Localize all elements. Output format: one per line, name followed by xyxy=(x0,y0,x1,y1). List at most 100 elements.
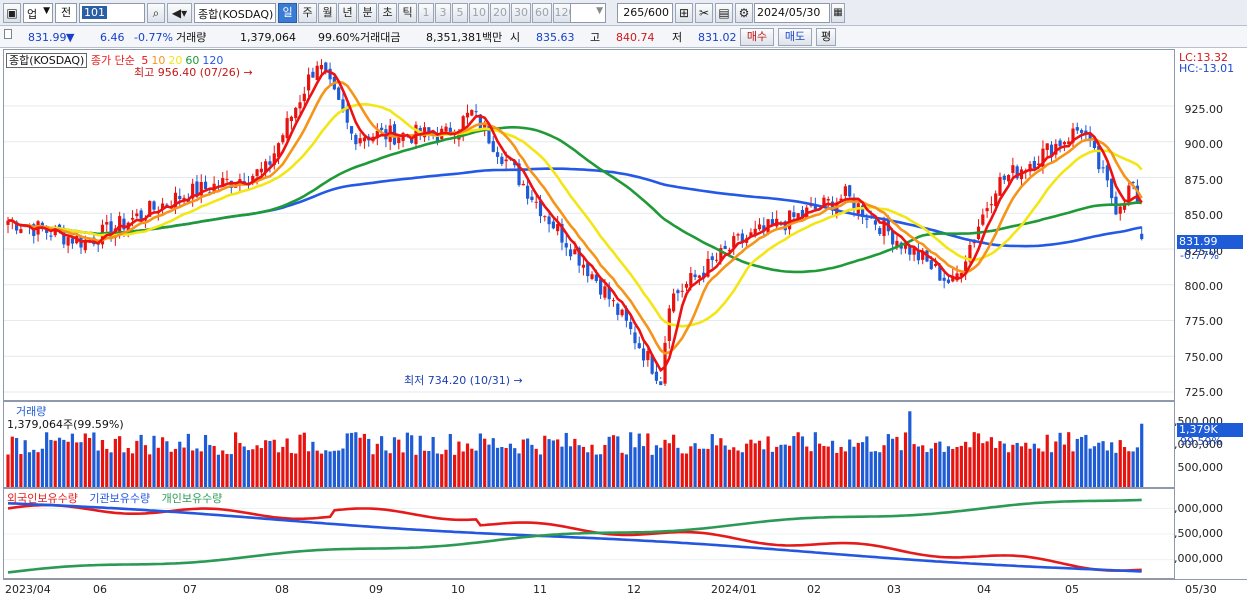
candle-body-213 xyxy=(921,251,925,260)
period-button-2[interactable]: 월 xyxy=(318,3,337,23)
volume-pane[interactable]: 거래량 1,379,064주(99.59%) xyxy=(3,401,1175,488)
volume-bar-213 xyxy=(921,445,925,487)
period-button-5[interactable]: 초 xyxy=(378,3,397,23)
candle-body-227 xyxy=(981,214,985,225)
interval-button-5[interactable]: 5 xyxy=(452,3,468,23)
volume-bar-23 xyxy=(105,448,109,487)
volume-bar-99 xyxy=(431,436,435,487)
period-button-4[interactable]: 분 xyxy=(358,3,377,23)
prev-select[interactable]: 전 xyxy=(55,3,77,23)
volume-bar-70 xyxy=(307,451,311,487)
candle-body-264 xyxy=(1140,233,1144,240)
candle-body-176 xyxy=(762,225,766,230)
eval-button[interactable]: 평 xyxy=(816,28,836,46)
buy-button[interactable]: 매수 xyxy=(740,28,774,46)
interval-select[interactable]: ▼ xyxy=(570,3,606,23)
ma-line-ma20 xyxy=(7,102,1143,328)
candle-body-197 xyxy=(852,200,856,211)
candle-body-113 xyxy=(491,141,495,152)
x-label-6: 11 xyxy=(533,583,547,596)
candle-body-218 xyxy=(942,277,946,281)
volume-bar-102 xyxy=(444,449,448,487)
volume-bar-254 xyxy=(1097,442,1101,487)
candle-body-116 xyxy=(504,159,508,162)
candle-body-239 xyxy=(1032,160,1036,169)
candle-body-248 xyxy=(1071,128,1075,143)
price-change: 6.46 xyxy=(100,31,125,44)
volume-bar-255 xyxy=(1101,441,1105,487)
holdings-legend: 외국인보유수량 기관보유수량 개인보유수량 xyxy=(7,490,222,506)
volume-bar-97 xyxy=(422,450,427,487)
scissors-icon[interactable]: ✂ xyxy=(695,3,713,23)
calendar-icon[interactable]: ▦ xyxy=(831,3,845,23)
candle-body-128 xyxy=(556,223,560,232)
volume-bar-110 xyxy=(478,433,482,487)
candle-body-223 xyxy=(964,261,968,275)
volume-bar-247 xyxy=(1067,432,1071,487)
period-button-6[interactable]: 틱 xyxy=(398,3,417,23)
interval-button-60[interactable]: 60 xyxy=(532,3,552,23)
period-button-0[interactable]: 일 xyxy=(278,3,297,23)
price-chart-pane[interactable]: 종합(KOSDAQ) 종가 단순 5 10 20 60 120 최고 956.40 (0… xyxy=(3,49,1175,401)
gear-icon[interactable]: ⚙ xyxy=(735,3,753,23)
volume-bar-166 xyxy=(719,438,723,487)
volume-bar-199 xyxy=(860,442,865,487)
interval-button-30[interactable]: 30 xyxy=(511,3,531,23)
interval-button-1[interactable]: 1 xyxy=(418,3,434,23)
volume-bar-152 xyxy=(659,447,663,487)
sell-button[interactable]: 매도 xyxy=(778,28,812,46)
volume-bar-53 xyxy=(234,432,238,487)
volume-bar-150 xyxy=(650,454,654,487)
date-field[interactable]: 2024/05/30 xyxy=(754,3,830,23)
volume-bar-183 xyxy=(792,436,796,487)
resize-handle-icon[interactable] xyxy=(4,29,12,39)
volume-bar-78 xyxy=(341,448,345,487)
save-icon[interactable]: ▤ xyxy=(715,3,733,23)
sound-icon[interactable]: ◀▾ xyxy=(167,3,192,23)
chart-window-icon[interactable]: ▣ xyxy=(3,3,21,23)
volume-bar-73 xyxy=(319,453,324,487)
period-button-3[interactable]: 년 xyxy=(338,3,357,23)
candle-body-238 xyxy=(1028,164,1032,172)
volume-bar-82 xyxy=(358,437,362,487)
price-chart xyxy=(4,59,1174,393)
volume-bar-49 xyxy=(216,454,221,487)
candle-body-106 xyxy=(461,116,465,134)
candle-body-157 xyxy=(680,290,684,292)
volume-bar-176 xyxy=(762,449,766,487)
volume-bar-121 xyxy=(526,438,530,487)
candle-body-50 xyxy=(221,178,225,187)
code-input[interactable]: 101 xyxy=(79,3,145,23)
candle-body-245 xyxy=(1058,140,1062,147)
holdings-pane[interactable]: 외국인보유수량 기관보유수량 개인보유수량 xyxy=(3,488,1175,579)
market-select[interactable]: 업 ▼ xyxy=(23,3,53,23)
period-button-1[interactable]: 주 xyxy=(298,3,317,23)
candle-body-228 xyxy=(985,208,989,212)
search-icon[interactable]: ⌕ xyxy=(147,3,165,23)
volume-bar-10 xyxy=(49,439,53,487)
volume-bar-163 xyxy=(706,448,710,487)
arrow-right-icon: → xyxy=(513,374,523,387)
candle-body-134 xyxy=(581,264,586,268)
low-label: 저 xyxy=(672,31,683,44)
volume-bar-215 xyxy=(929,448,933,487)
candle-body-126 xyxy=(547,216,551,225)
volume-bar-172 xyxy=(745,443,749,487)
volume-bar-135 xyxy=(586,452,590,487)
volume-bar-210 xyxy=(908,411,912,487)
interval-button-10[interactable]: 10 xyxy=(469,3,489,23)
interval-button-20[interactable]: 20 xyxy=(490,3,510,23)
legend-ma-10: 10 xyxy=(151,54,166,67)
candle-body-170 xyxy=(736,234,740,236)
volume-bar-38 xyxy=(169,451,173,487)
count-field[interactable]: 265/600 xyxy=(617,3,673,23)
candle-body-65 xyxy=(285,118,289,139)
volume-bar-262 xyxy=(1131,451,1135,487)
indicator-icon[interactable]: ⊞ xyxy=(675,3,693,23)
volume-bar-175 xyxy=(757,440,762,487)
interval-button-3[interactable]: 3 xyxy=(435,3,451,23)
volume-bar-131 xyxy=(568,446,573,487)
volume-bar-251 xyxy=(1084,434,1088,487)
volume-bar-209 xyxy=(903,432,908,487)
open-value: 835.63 xyxy=(536,31,575,44)
